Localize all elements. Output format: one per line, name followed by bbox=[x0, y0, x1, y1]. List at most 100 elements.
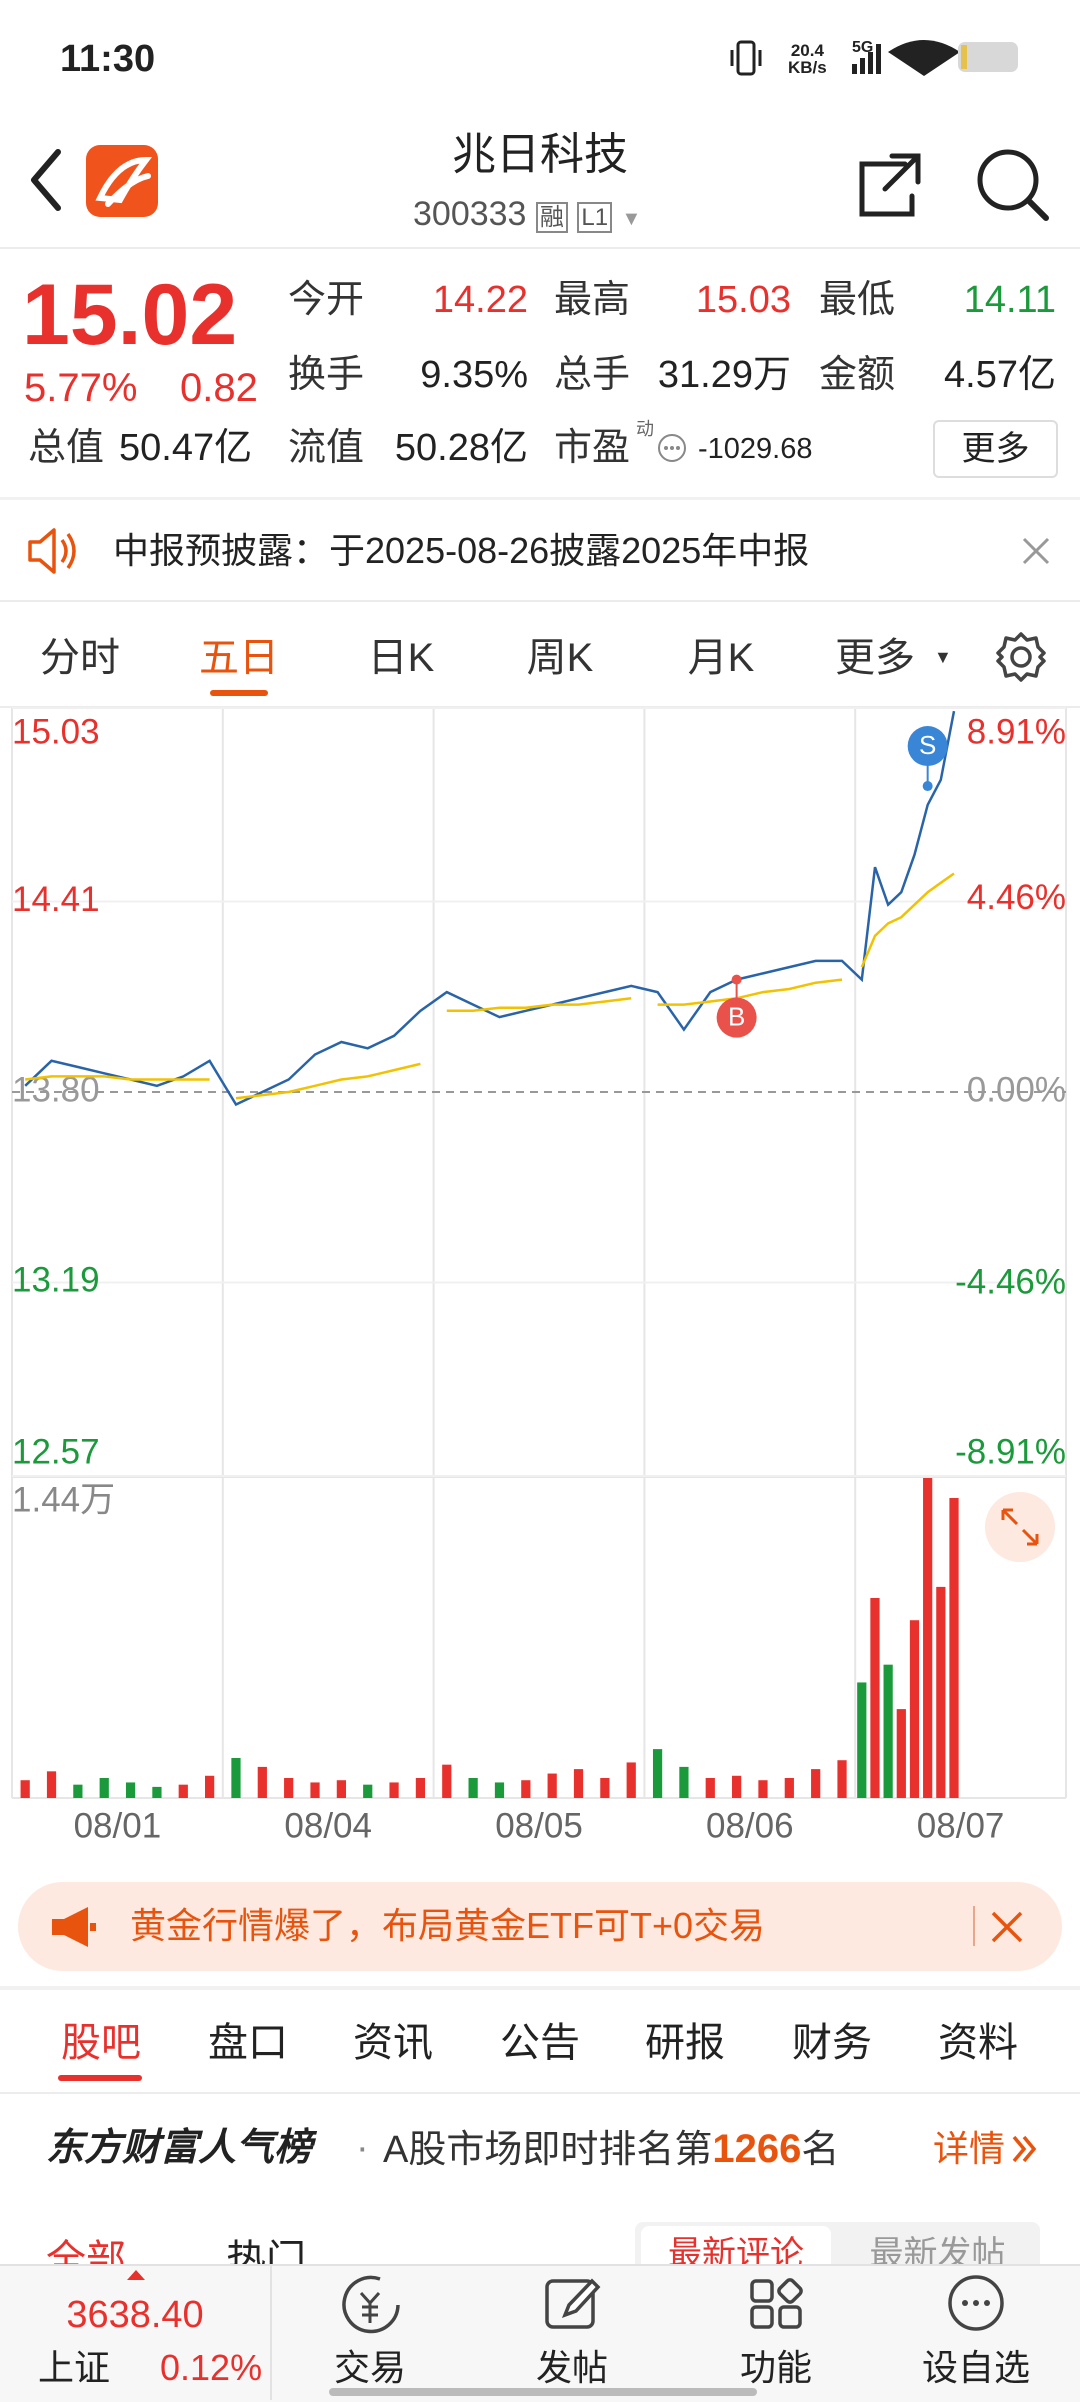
function-icon[interactable] bbox=[750, 2278, 803, 2329]
volume-bar bbox=[20, 1780, 30, 1798]
field-label: 金额 bbox=[819, 354, 896, 396]
volume-bar bbox=[152, 1786, 162, 1798]
volume-bar bbox=[442, 1764, 452, 1798]
more-button[interactable]: 更多 bbox=[933, 420, 1058, 478]
ad-text[interactable]: 黄金行情爆了，布局黄金ETF可T+0交易 bbox=[130, 1905, 766, 1946]
field-label: 今开 bbox=[288, 279, 365, 321]
y2-tick-label: 4.46% bbox=[967, 878, 1066, 917]
pe-value: -1029.68 bbox=[698, 433, 813, 465]
field-label: 最高 bbox=[554, 279, 631, 321]
field-value: 14.22 bbox=[432, 279, 528, 321]
section-tab[interactable]: 研报 bbox=[645, 2021, 725, 2065]
notice-close[interactable] bbox=[1020, 535, 1052, 567]
speaker-icon bbox=[28, 528, 76, 574]
field-value: 14.11 bbox=[963, 279, 1056, 321]
nav-item[interactable]: 交易 bbox=[333, 2347, 407, 2388]
change-pct: 5.77% bbox=[24, 366, 138, 410]
y-tick-label: 13.19 bbox=[12, 1261, 100, 1300]
up-arrow bbox=[127, 2270, 145, 2280]
chart-tab[interactable]: 更多 bbox=[835, 636, 915, 680]
nav-icons bbox=[342, 2275, 1004, 2334]
ad-close[interactable] bbox=[990, 1910, 1024, 1944]
average-line bbox=[860, 872, 955, 968]
trade-label: B bbox=[728, 1001, 745, 1031]
y-tick-label: 15.03 bbox=[12, 712, 100, 751]
section-tab[interactable]: 资料 bbox=[938, 2021, 1018, 2065]
stock-code-row: 300333 融 L1 ▼ bbox=[413, 195, 642, 233]
nav-item[interactable]: 设自选 bbox=[921, 2347, 1031, 2388]
section-tab[interactable]: 公告 bbox=[500, 2021, 580, 2065]
x-tick-label: 08/06 bbox=[706, 1806, 794, 1845]
chart-tab[interactable]: 周K bbox=[526, 636, 594, 680]
field-label: 总值 bbox=[28, 427, 105, 469]
volume-bar bbox=[310, 1782, 320, 1798]
tab-underline bbox=[210, 690, 268, 696]
section-tab[interactable]: 财务 bbox=[792, 2021, 872, 2065]
chart-tab[interactable]: 日K bbox=[367, 636, 435, 680]
stock-name: 兆日科技 bbox=[452, 130, 628, 179]
field-value: 15.03 bbox=[695, 279, 791, 321]
back-button[interactable] bbox=[31, 149, 61, 211]
field-label: 市盈 bbox=[554, 427, 631, 469]
index-name[interactable]: 上证 bbox=[38, 2347, 111, 2388]
volume-bar bbox=[73, 1784, 83, 1798]
watchlist-icon[interactable] bbox=[948, 2275, 1004, 2331]
pe-info-icon[interactable] bbox=[656, 432, 688, 464]
ranking-text: A股市场即时排名第 bbox=[383, 2129, 713, 2171]
trade-icon[interactable] bbox=[342, 2275, 400, 2334]
change: 0.82 bbox=[180, 366, 258, 410]
volume-bar bbox=[468, 1778, 478, 1798]
share-button[interactable] bbox=[859, 153, 921, 217]
section-tab[interactable]: 盘口 bbox=[208, 2021, 288, 2065]
volume-bar bbox=[521, 1780, 531, 1798]
volume-bar bbox=[883, 1664, 893, 1798]
y-tick-label: 14.41 bbox=[12, 880, 100, 919]
chart-tab[interactable]: 月K bbox=[687, 636, 755, 680]
header-icons bbox=[31, 145, 1049, 221]
field-label: 总手 bbox=[554, 354, 631, 396]
volume-bar bbox=[811, 1769, 821, 1798]
volume-bar bbox=[870, 1598, 880, 1798]
nav-item[interactable]: 发帖 bbox=[535, 2347, 609, 2388]
index-change[interactable]: 0.12% bbox=[160, 2347, 263, 2388]
volume-bar bbox=[923, 1478, 933, 1798]
field-value: 50.28亿 bbox=[394, 427, 528, 469]
settings-icon[interactable] bbox=[994, 630, 1048, 684]
bottom-nav bbox=[0, 2264, 1080, 2402]
net-speed-unit: KB/s bbox=[788, 58, 827, 77]
stock-code: 300333 bbox=[413, 195, 527, 233]
status-time: 11:30 bbox=[60, 38, 156, 80]
post-icon[interactable] bbox=[545, 2278, 601, 2329]
field-label: 最低 bbox=[819, 279, 896, 321]
volume-bar bbox=[732, 1775, 742, 1798]
ranking-rank: 1266 bbox=[712, 2127, 802, 2171]
home-indicator bbox=[329, 2388, 757, 2396]
section-tab[interactable]: 资讯 bbox=[353, 2021, 433, 2065]
index-value[interactable]: 3638.40 bbox=[66, 2294, 204, 2336]
volume-bar bbox=[257, 1766, 267, 1798]
volume-tick-label: 1.44万 bbox=[12, 1480, 115, 1519]
dot: · bbox=[356, 2127, 369, 2169]
ranking-link[interactable]: 详情 bbox=[933, 2128, 1006, 2169]
pe-sup: 动 bbox=[636, 419, 654, 439]
volume-bar bbox=[284, 1778, 294, 1798]
chart-tab[interactable]: 五日 bbox=[199, 636, 279, 680]
expand-button[interactable] bbox=[985, 1492, 1055, 1562]
volume-bar bbox=[547, 1773, 557, 1798]
section-underline bbox=[58, 2075, 142, 2081]
nav-item[interactable]: 功能 bbox=[739, 2347, 813, 2388]
volume-bar bbox=[949, 1498, 959, 1798]
dropdown-arrow[interactable]: ▼ bbox=[621, 208, 642, 230]
notice-text[interactable]: 中报预披露：于2025-08-26披露2025年中报 bbox=[113, 530, 810, 571]
intraday-chart: 15.0314.4113.8013.1912.578.91%4.46%0.00%… bbox=[11, 707, 1067, 1845]
section-tab[interactable]: 股吧 bbox=[61, 2021, 141, 2065]
search-button[interactable] bbox=[977, 149, 1049, 221]
chart-tab[interactable]: 分时 bbox=[40, 636, 120, 680]
net-speed-value: 20.4 bbox=[790, 41, 824, 60]
ad-banner[interactable] bbox=[18, 1882, 1062, 1971]
ranking-brand[interactable]: 东方财富人气榜 bbox=[46, 2127, 313, 2169]
signal-type: 5G bbox=[852, 39, 874, 56]
volume-bar bbox=[363, 1784, 373, 1798]
field-value: 31.29万 bbox=[657, 354, 791, 396]
